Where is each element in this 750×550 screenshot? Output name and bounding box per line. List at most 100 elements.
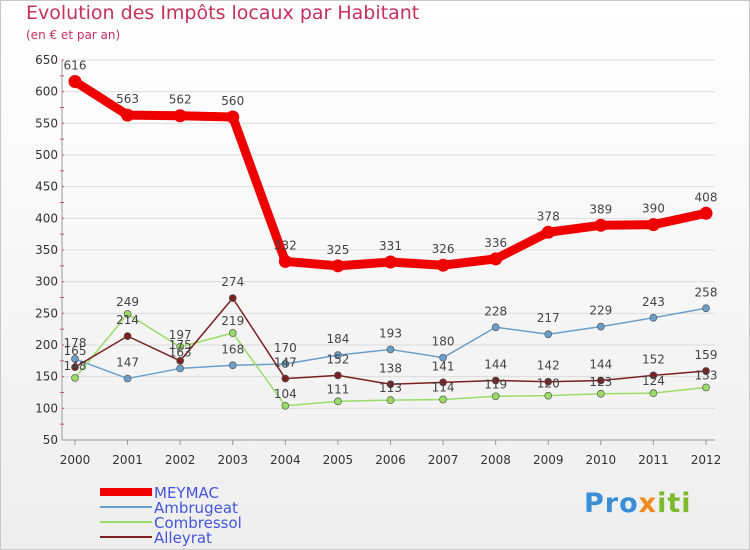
- y-tick-label: 550: [35, 116, 58, 130]
- point-alleyrat: [649, 371, 658, 380]
- data-label-combressol: 104: [274, 387, 297, 401]
- point-combressol: [544, 391, 553, 400]
- y-tick-label: 300: [35, 275, 58, 289]
- x-tick-label: 2000: [60, 453, 91, 467]
- data-label-alleyrat: 144: [484, 357, 507, 371]
- data-label-combressol: 119: [484, 377, 507, 391]
- legend-label-combressol: Combressol: [154, 514, 242, 532]
- point-alleyrat: [702, 367, 710, 375]
- data-label-combressol: 148: [64, 359, 87, 373]
- x-tick-label: 2004: [270, 453, 301, 467]
- x-tick-label: 2002: [165, 453, 196, 467]
- data-label-alleyrat: 214: [116, 313, 139, 327]
- x-tick-label: 2007: [428, 453, 459, 467]
- point-meymac: [646, 218, 660, 232]
- data-label-meymac: 562: [169, 93, 192, 107]
- series-layer: [68, 75, 713, 410]
- point-meymac: [278, 254, 292, 268]
- point-ambrugeat: [281, 360, 290, 368]
- point-ambrugeat: [71, 355, 79, 363]
- y-tick-label: 400: [35, 211, 58, 225]
- logo-part-pro: Pro: [584, 488, 639, 519]
- point-meymac: [121, 108, 135, 122]
- point-alleyrat: [491, 376, 500, 385]
- point-combressol: [439, 395, 447, 404]
- data-label-alleyrat: 141: [432, 359, 455, 373]
- data-label-meymac: 331: [379, 239, 402, 253]
- data-label-alleyrat: 152: [326, 352, 349, 366]
- point-ambrugeat: [491, 323, 500, 332]
- point-combressol: [702, 383, 710, 392]
- point-meymac: [331, 259, 345, 273]
- point-alleyrat: [386, 380, 395, 389]
- data-label-combressol: 114: [432, 380, 455, 394]
- data-label-combressol: 197: [169, 328, 192, 342]
- y-tick-label: 650: [35, 53, 58, 67]
- y-tick-label: 50: [43, 433, 58, 447]
- x-tick-label: 2005: [323, 453, 354, 467]
- data-label-alleyrat: 138: [379, 361, 402, 375]
- data-label-meymac: 616: [64, 59, 87, 73]
- point-combressol: [386, 396, 395, 404]
- data-label-combressol: 120: [537, 377, 560, 391]
- data-label-ambrugeat: 180: [432, 335, 455, 349]
- point-ambrugeat: [228, 361, 237, 370]
- point-combressol: [123, 310, 132, 318]
- data-label-alleyrat: 147: [274, 356, 297, 370]
- data-label-ambrugeat: 217: [537, 311, 560, 325]
- point-ambrugeat: [386, 345, 395, 354]
- point-combressol: [491, 392, 500, 401]
- point-meymac: [68, 75, 82, 89]
- chart-title: Evolution des Impôts locaux par Habitant: [26, 2, 420, 24]
- point-alleyrat: [71, 363, 79, 372]
- point-meymac: [384, 255, 397, 269]
- point-ambrugeat: [596, 322, 605, 331]
- logo-part-x: x: [638, 488, 658, 519]
- data-label-alleyrat: 274: [221, 275, 244, 289]
- point-ambrugeat: [123, 374, 132, 383]
- point-meymac: [489, 252, 503, 266]
- point-combressol: [649, 389, 658, 397]
- logo-part-iti: iti: [657, 488, 692, 519]
- y-tick-label: 600: [35, 85, 58, 99]
- legend-label-meymac: MEYMAC: [154, 484, 219, 502]
- point-ambrugeat: [176, 364, 185, 373]
- point-combressol: [596, 389, 605, 398]
- legend-label-ambrugeat: Ambrugeat: [154, 499, 238, 517]
- data-label-combressol: 219: [221, 314, 244, 328]
- data-label-combressol: 249: [116, 295, 139, 309]
- data-label-ambrugeat: 170: [274, 341, 297, 355]
- point-meymac: [699, 206, 713, 220]
- x-tick-label: 2009: [533, 453, 564, 467]
- point-alleyrat: [176, 356, 185, 365]
- data-label-meymac: 326: [432, 242, 455, 256]
- point-ambrugeat: [649, 313, 658, 322]
- data-label-combressol: 113: [379, 381, 402, 395]
- data-label-alleyrat: 144: [589, 357, 612, 371]
- y-tick-label: 250: [35, 306, 58, 320]
- point-combressol: [334, 397, 342, 406]
- data-label-alleyrat: 152: [642, 352, 665, 366]
- point-ambrugeat: [702, 304, 710, 313]
- point-alleyrat: [439, 378, 447, 387]
- data-label-meymac: 563: [116, 92, 139, 106]
- x-tick-label: 2006: [375, 453, 406, 467]
- axes: 50 100 150 200 250 300 350 400 450 500 550 600 650 20…: [35, 53, 721, 467]
- data-labels: 616 563 562 560 332 325 331 326 336 378 389 390 408 1…: [64, 59, 718, 401]
- point-meymac: [436, 258, 450, 272]
- data-label-ambrugeat: 163: [169, 345, 192, 359]
- point-meymac: [173, 109, 187, 123]
- point-alleyrat: [281, 374, 290, 383]
- data-label-ambrugeat: 228: [484, 304, 507, 318]
- point-alleyrat: [228, 294, 237, 302]
- y-tick-label: 350: [35, 243, 58, 257]
- x-tick-label: 2011: [638, 453, 669, 467]
- point-alleyrat: [544, 377, 553, 386]
- data-label-ambrugeat: 178: [64, 336, 87, 350]
- data-label-combressol: 123: [589, 375, 612, 389]
- point-combressol: [228, 329, 237, 337]
- point-meymac: [594, 218, 608, 232]
- data-label-ambrugeat: 168: [221, 342, 244, 356]
